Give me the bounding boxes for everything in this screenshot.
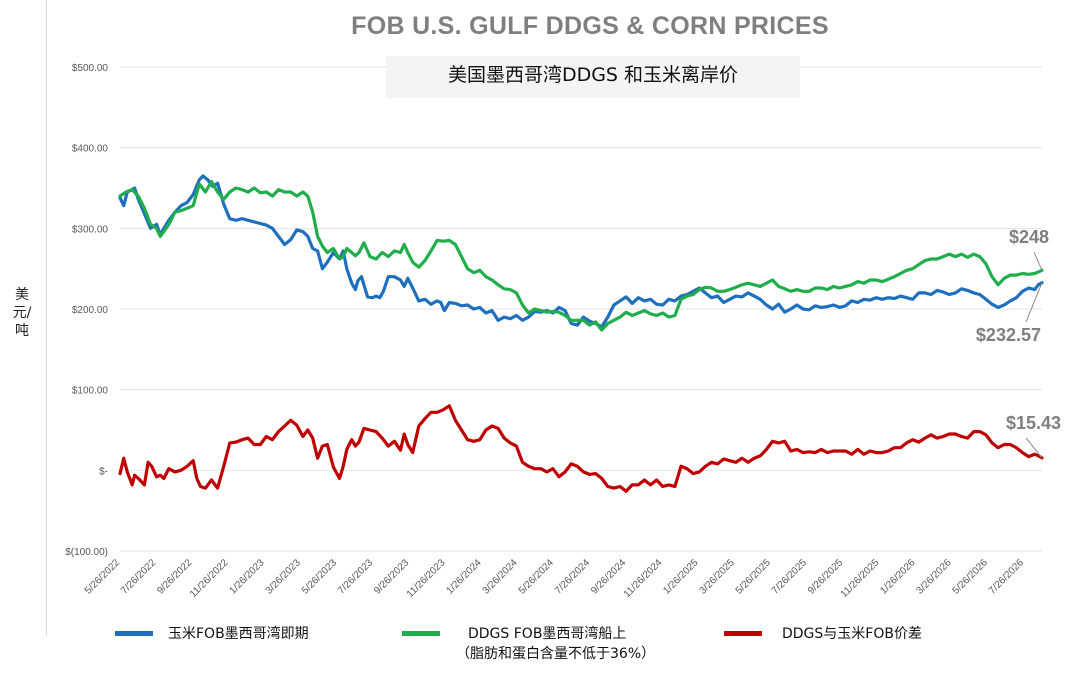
legend-label-ddgs: DDGS FOB墨西哥湾船上 <box>468 626 627 642</box>
grid-lines <box>120 66 1042 552</box>
subtitle-box <box>386 56 800 98</box>
y-tick-label: $(100.00) <box>65 547 108 558</box>
end-label-leader <box>1025 282 1043 323</box>
x-tick-label: 5/26/2026 <box>951 557 991 597</box>
x-tick-label: 7/26/2024 <box>553 557 593 597</box>
chart-subtitle: 美国墨西哥湾DDGS 和玉米离岸价 <box>447 64 739 86</box>
x-tick-label: 11/26/2022 <box>188 557 231 600</box>
series-lines <box>118 174 1044 493</box>
legend-note-ddgs: （脂肪和蛋白含量不低于36%） <box>456 646 656 662</box>
legend-swatch-ddgs <box>402 631 440 636</box>
x-tick-label: 1/26/2023 <box>228 557 268 597</box>
x-tick-label: 7/26/2023 <box>336 557 376 597</box>
x-tick-label: 5/26/2023 <box>300 557 340 597</box>
x-tick-label: 1/26/2026 <box>878 557 918 597</box>
y-tick-label: $300.00 <box>72 224 109 235</box>
y-axis-label: 美元/吨 <box>12 287 32 339</box>
legend-swatch-corn <box>115 631 153 636</box>
end-value-label: $248 <box>1009 227 1049 247</box>
x-tick-label: 7/26/2026 <box>987 557 1027 597</box>
x-tick-label: 11/26/2024 <box>622 557 665 600</box>
x-tick-label: 3/26/2023 <box>264 557 304 597</box>
y-axis-ticks: $500.00 $400.00 $300.00 $200.00 $100.00 $- $(1… <box>65 63 108 558</box>
corn-line <box>118 174 1044 329</box>
x-tick-label: 3/26/2024 <box>481 557 521 597</box>
x-tick-label: 5/26/2024 <box>517 557 557 597</box>
x-axis-ticks: 5/26/20227/26/20229/26/202211/26/20221/2… <box>83 557 1026 600</box>
x-tick-label: 5/26/2022 <box>83 557 123 597</box>
end-label-leader <box>1033 251 1043 271</box>
y-tick-label: $400.00 <box>72 144 109 155</box>
x-tick-label: 7/26/2025 <box>770 557 810 597</box>
x-tick-label: 7/26/2022 <box>119 557 159 597</box>
y-tick-label: $- <box>99 466 108 477</box>
legend-label-corn: 玉米FOB墨西哥湾即期 <box>168 626 309 642</box>
y-tick-label: $200.00 <box>72 305 109 316</box>
y-tick-label: $500.00 <box>72 63 109 74</box>
x-tick-label: 1/26/2024 <box>444 557 484 597</box>
legend-label-spread: DDGS与玉米FOB价差 <box>782 626 922 642</box>
x-tick-label: 11/26/2025 <box>839 557 882 600</box>
x-tick-label: 5/26/2025 <box>734 557 774 597</box>
spread-line <box>118 404 1044 493</box>
ddgs-line <box>118 179 1044 332</box>
end-value-label: $15.43 <box>1006 413 1061 433</box>
x-tick-label: 3/26/2025 <box>698 557 738 597</box>
x-tick-label: 1/26/2025 <box>661 557 701 597</box>
y-tick-label: $100.00 <box>72 386 109 397</box>
end-value-label: $232.57 <box>976 325 1041 345</box>
left-border-line <box>46 0 47 636</box>
chart-title: FOB U.S. GULF DDGS & CORN PRICES <box>351 12 829 40</box>
end-labels: $232.57 $248 $15.43 <box>976 227 1061 459</box>
legend-swatch-spread <box>724 631 762 636</box>
end-label-leader <box>1025 437 1043 459</box>
x-tick-label: 11/26/2023 <box>405 557 448 600</box>
x-tick-label: 3/26/2026 <box>914 557 954 597</box>
